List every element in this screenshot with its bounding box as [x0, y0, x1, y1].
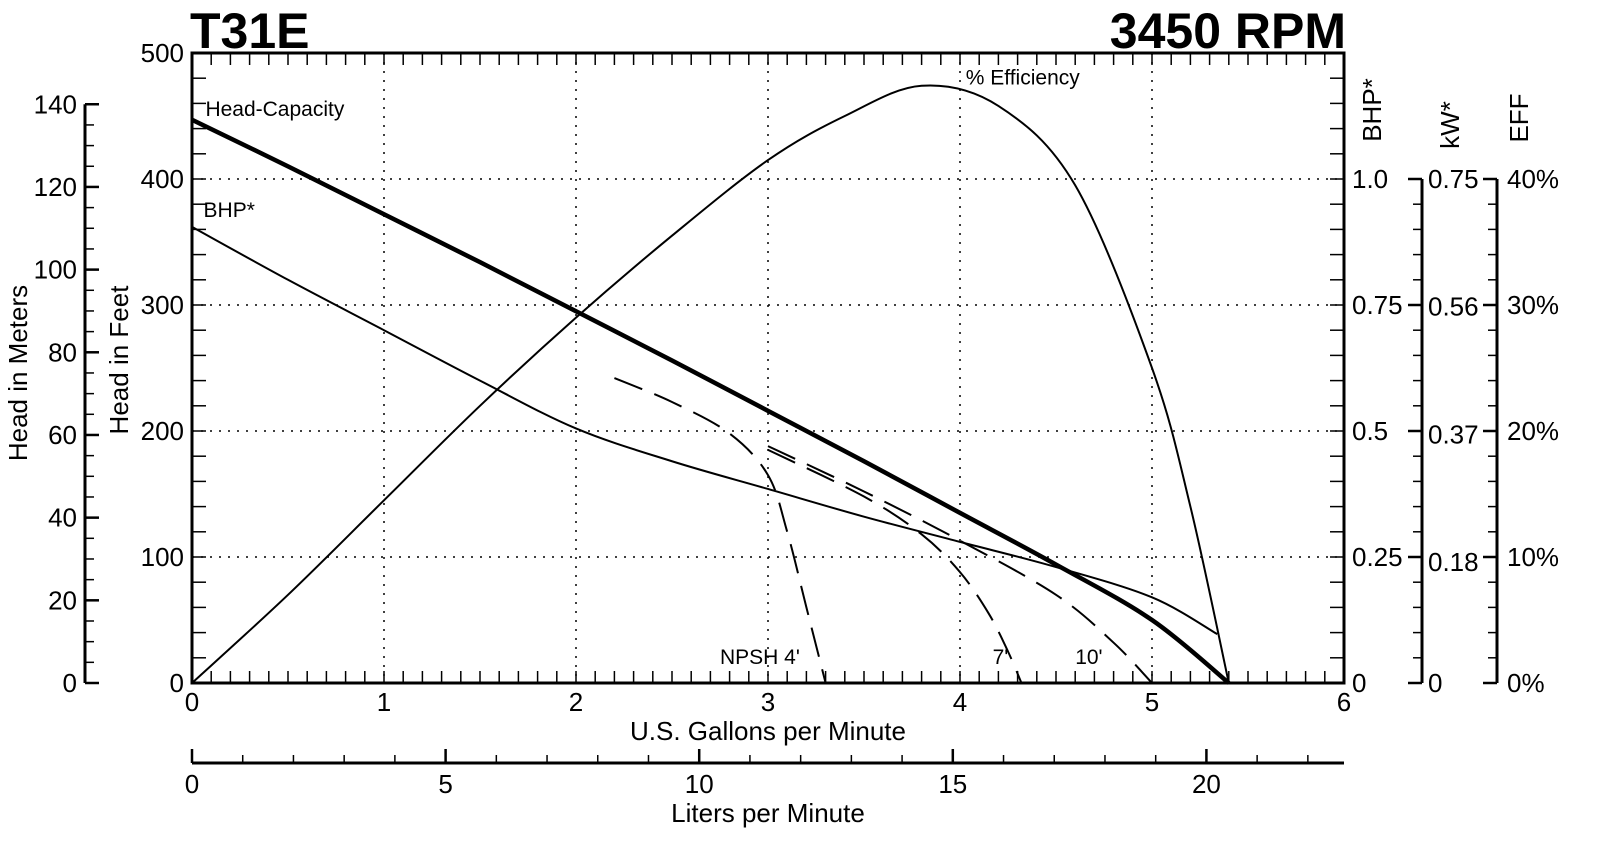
- y-tick-label-feet: 200: [141, 416, 184, 446]
- x-tick-label-lpm: 10: [685, 769, 714, 799]
- y-tick-label-eff: 30%: [1507, 290, 1559, 320]
- x-axis-title-lpm: Liters per Minute: [671, 798, 865, 828]
- y-tick-label-meters: 140: [34, 89, 77, 119]
- y-tick-label-eff: 0%: [1507, 668, 1545, 698]
- y-tick-label-kw: 0.56: [1428, 292, 1479, 322]
- y-tick-label-bhp: 0: [1352, 668, 1366, 698]
- curve-bhp: [191, 226, 1218, 635]
- annotation-head-capacity: Head-Capacity: [205, 98, 344, 121]
- y-tick-label-eff: 40%: [1507, 164, 1559, 194]
- y-tick-label-bhp: 0.75: [1352, 290, 1403, 320]
- y-tick-label-eff: 10%: [1507, 542, 1559, 572]
- x-tick-label-lpm: 5: [438, 769, 452, 799]
- chart-title: T31E: [190, 3, 310, 59]
- annotation-10: 10': [1075, 646, 1102, 669]
- x-tick-label-gpm: 5: [1145, 687, 1159, 717]
- y-tick-label-kw: 0.18: [1428, 547, 1479, 577]
- y-tick-label-meters: 20: [48, 585, 77, 615]
- y-tick-label-meters: 0: [63, 668, 77, 698]
- x-tick-label-gpm: 4: [953, 687, 967, 717]
- y-tick-label-bhp: 1.0: [1352, 164, 1388, 194]
- y-tick-label-meters: 60: [48, 420, 77, 450]
- curve-npsh-10: [767, 445, 1153, 684]
- x-tick-label-gpm: 3: [761, 687, 775, 717]
- y-tick-label-meters: 120: [34, 172, 77, 202]
- y-tick-label-feet: 300: [141, 290, 184, 320]
- x-tick-label-gpm: 2: [569, 687, 583, 717]
- y-tick-label-meters: 100: [34, 255, 77, 285]
- y-tick-label-kw: 0.37: [1428, 419, 1479, 449]
- annotation-efficiency: % Efficiency: [966, 67, 1080, 90]
- right-axis-title-bhp: BHP*: [1357, 78, 1387, 142]
- curve--efficiency: [191, 84, 1230, 684]
- y-tick-label-feet: 500: [141, 38, 184, 68]
- y-axis-title-meters: Head in Meters: [3, 285, 33, 461]
- annotation-7: 7': [993, 646, 1009, 669]
- y-tick-label-meters: 80: [48, 337, 77, 367]
- y-tick-label-kw: 0.75: [1428, 164, 1479, 194]
- annotation-npsh-4: NPSH 4': [720, 646, 800, 669]
- y-tick-label-bhp: 0.25: [1352, 542, 1403, 572]
- y-tick-label-feet: 0: [170, 668, 184, 698]
- y-tick-label-feet: 100: [141, 542, 184, 572]
- y-axis-title-feet: Head in Feet: [104, 285, 134, 435]
- x-tick-label-lpm: 20: [1192, 769, 1221, 799]
- x-axis-title-gpm: U.S. Gallons per Minute: [630, 716, 906, 746]
- annotation-bhp: BHP*: [204, 199, 255, 222]
- curve-labels: Head-Capacity BHP* % Efficiency NPSH 4' 7' 10…: [204, 67, 1103, 670]
- y-tick-label-feet: 400: [141, 164, 184, 194]
- x-tick-label-lpm: 0: [185, 769, 199, 799]
- grid-lines: [192, 53, 1344, 683]
- y-tick-label-eff: 20%: [1507, 416, 1559, 446]
- right-axis-title-kw: kW*: [1435, 101, 1465, 149]
- y-tick-label-meters: 40: [48, 503, 77, 533]
- x-tick-label-lpm: 15: [938, 769, 967, 799]
- x-tick-label-gpm: 1: [377, 687, 391, 717]
- x-tick-label-gpm: 0: [185, 687, 199, 717]
- y-tick-label-bhp: 0.5: [1352, 416, 1388, 446]
- x-tick-label-gpm: 6: [1337, 687, 1351, 717]
- right-axis-title-eff: EFF: [1504, 93, 1534, 142]
- chart-subtitle-speed: 3450 RPM: [1110, 3, 1346, 59]
- curve-npsh-4: [614, 377, 827, 684]
- y-tick-label-kw: 0: [1428, 668, 1442, 698]
- curve-head-capacity: [191, 117, 1231, 685]
- curve-npsh-7: [767, 449, 1023, 684]
- data-series: [191, 84, 1231, 685]
